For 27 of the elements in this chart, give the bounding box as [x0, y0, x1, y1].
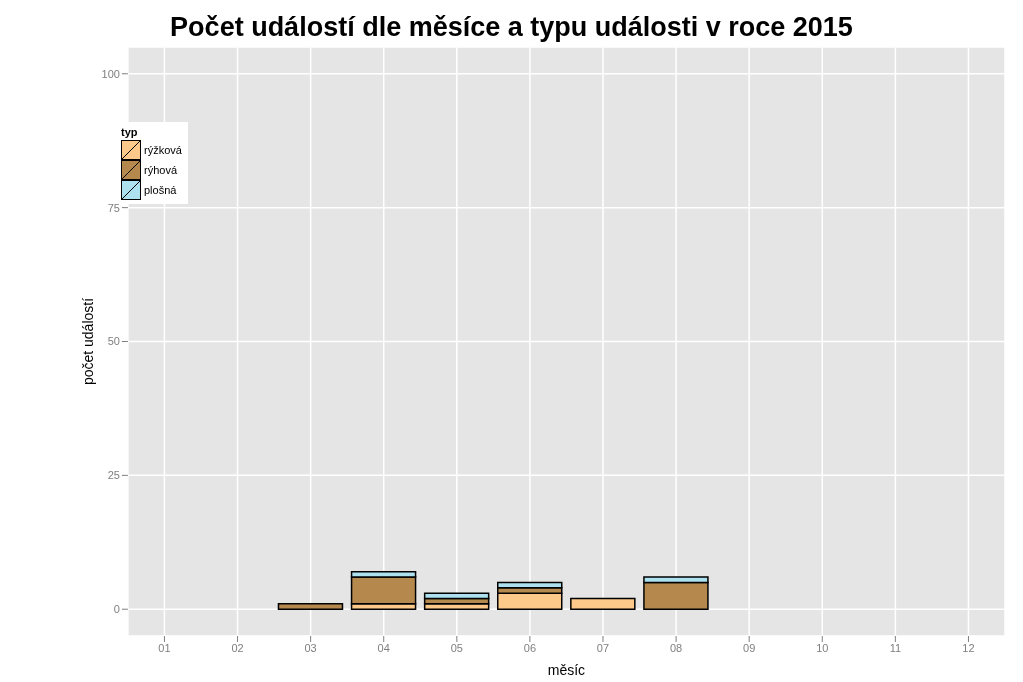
x-tick-label: 07: [596, 641, 610, 654]
bar: [497, 592, 563, 610]
x-tick-label: 11: [889, 641, 902, 654]
legend-label: rýžková: [144, 144, 182, 156]
x-tick-label: 08: [669, 641, 683, 654]
x-tick-label: 09: [743, 641, 756, 654]
legend-label: rýhová: [144, 164, 178, 176]
y-tick-label: 50: [107, 335, 120, 348]
chart-title: Počet událostí dle měsíce a typu události v roce 2015: [169, 12, 854, 43]
x-tick-label: 04: [377, 641, 390, 654]
x-tick-label: 10: [816, 641, 829, 654]
bar: [277, 603, 344, 610]
legend-title: typ: [121, 126, 139, 138]
x-tick-label: 02: [231, 641, 244, 654]
x-tick-label: 03: [304, 641, 317, 654]
y-tick-label: 75: [107, 201, 120, 214]
legend-label: plošná: [144, 184, 177, 196]
y-tick-label: 0: [113, 603, 120, 616]
bar: [570, 597, 636, 610]
x-tick-label: 01: [158, 641, 171, 654]
x-tick-label: 05: [450, 641, 463, 654]
y-axis-title: počet událostí: [79, 297, 96, 386]
y-tick-label: 100: [101, 67, 120, 80]
x-tick-label: 06: [523, 641, 537, 654]
x-tick-label: 12: [962, 641, 975, 654]
y-tick-label: 25: [107, 469, 120, 482]
x-axis-title: měsíc: [547, 662, 586, 678]
